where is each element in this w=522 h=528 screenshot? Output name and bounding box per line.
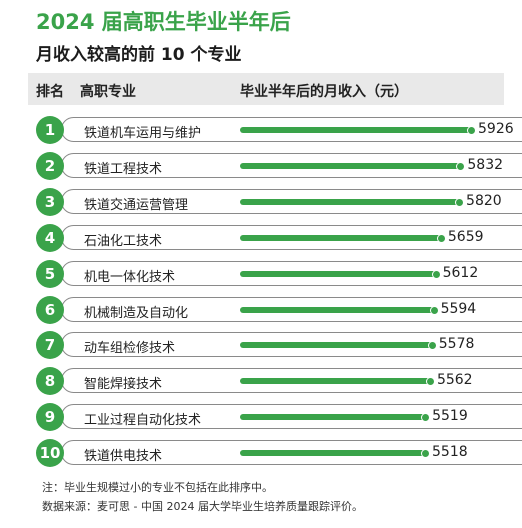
salary-value-label: 5659	[447, 228, 484, 245]
bar-end-dot	[427, 341, 437, 351]
rank-badge: 2	[36, 151, 64, 180]
row-frame	[61, 440, 522, 466]
bar-end-dot	[421, 413, 431, 423]
rank-badge: 7	[36, 331, 64, 360]
rank-column-header: 排名	[36, 84, 64, 100]
bar-end-dot	[467, 126, 476, 135]
major-label: 智能焊接技术	[84, 377, 163, 393]
bar-end-dot	[421, 449, 430, 459]
salary-value-label: 5820	[466, 192, 502, 209]
salary-bar	[240, 378, 431, 385]
salary-bar	[240, 414, 427, 421]
salary-value-label: 5612	[442, 264, 479, 281]
major-label: 机电一体化技术	[84, 269, 176, 285]
bar-end-dot	[431, 269, 441, 279]
major-label: 铁道交通运营管理	[84, 197, 189, 213]
salary-bar	[240, 162, 462, 169]
bar-end-dot	[456, 161, 466, 171]
bar-end-dot	[436, 233, 446, 243]
bar-end-dot	[429, 305, 439, 315]
major-label: 铁道供电技术	[84, 449, 163, 465]
rank-badge: 5	[36, 259, 64, 288]
major-label: 铁道机车运用与维护	[84, 126, 202, 141]
salary-value-label: 5562	[436, 372, 473, 389]
rank-badge: 8	[36, 367, 64, 396]
salary-bar	[240, 234, 442, 241]
chart-title: 2024 届高职生毕业半年后	[36, 10, 291, 34]
salary-value-label: 5578	[438, 336, 475, 353]
rank-badge: 10	[36, 439, 64, 468]
rank-badge: 9	[36, 403, 64, 432]
salary-bar	[240, 306, 435, 313]
major-label: 石油化工技术	[84, 233, 163, 249]
table-header: 排名 高职专业 毕业半年后的月收入（元）	[28, 73, 504, 105]
major-label: 铁道工程技术	[84, 161, 163, 177]
rank-badge: 1	[36, 116, 64, 144]
salary-bar	[240, 198, 461, 205]
row-frame	[61, 332, 522, 358]
chart-subtitle: 月收入较高的前 10 个专业	[36, 45, 242, 65]
salary-value-label: 5832	[467, 156, 504, 173]
major-label: 机械制造及自动化	[84, 305, 189, 321]
major-column-header: 高职专业	[80, 84, 136, 100]
salary-value-label: 5518	[432, 444, 468, 461]
major-label: 工业过程自动化技术	[84, 413, 202, 429]
salary-bar	[240, 450, 426, 457]
major-label: 动车组检修技术	[84, 341, 176, 357]
data-source: 数据来源：麦可思 - 中国 2024 届大学毕业生培养质量跟踪评价。	[42, 500, 363, 513]
bar-end-dot	[425, 377, 435, 387]
rank-badge: 4	[36, 223, 64, 252]
rank-badge: 6	[36, 295, 64, 324]
row-frame	[61, 368, 522, 394]
salary-value-label: 5926	[478, 121, 514, 137]
bar-end-dot	[455, 197, 465, 207]
salary-bar	[240, 270, 437, 277]
salary-column-header: 毕业半年后的月收入（元）	[240, 84, 408, 100]
salary-value-label: 5594	[440, 300, 477, 317]
salary-bar	[240, 127, 472, 133]
rank-badge: 3	[36, 187, 64, 216]
footnote: 注：毕业生规模过小的专业不包括在此排序中。	[42, 481, 273, 494]
salary-value-label: 5519	[432, 408, 468, 425]
salary-bar	[240, 342, 433, 349]
